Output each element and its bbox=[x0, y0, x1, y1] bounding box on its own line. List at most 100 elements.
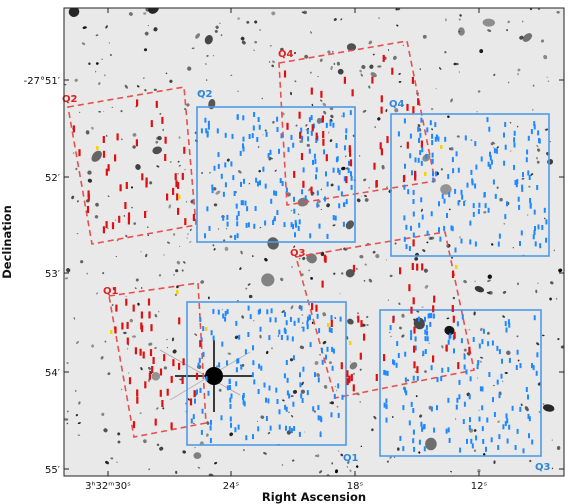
blue-slit bbox=[337, 185, 340, 191]
blue-slit bbox=[426, 127, 429, 133]
sky-source bbox=[473, 449, 477, 452]
blue-slit bbox=[493, 412, 496, 417]
sky-source bbox=[205, 79, 208, 81]
sky-source bbox=[132, 335, 136, 338]
sky-source bbox=[108, 42, 110, 44]
sky-source bbox=[120, 110, 123, 113]
sky-source bbox=[516, 282, 520, 286]
blue-slit bbox=[231, 133, 234, 139]
sky-source bbox=[418, 127, 422, 132]
blue-slit bbox=[239, 150, 242, 156]
sky-source bbox=[366, 315, 369, 319]
sky-source bbox=[535, 289, 538, 294]
sky-source bbox=[95, 202, 99, 207]
blue-slit bbox=[236, 114, 239, 120]
sky-source bbox=[85, 130, 90, 135]
red-slit bbox=[134, 347, 137, 355]
blue-slit bbox=[343, 202, 346, 208]
sky-source bbox=[306, 253, 317, 264]
blue-slit bbox=[503, 132, 505, 138]
sky-source bbox=[358, 155, 361, 157]
sky-source bbox=[261, 273, 275, 287]
blue-slit bbox=[212, 308, 215, 314]
blue-slit bbox=[487, 161, 490, 167]
sky-source bbox=[309, 31, 313, 34]
blue-slit bbox=[251, 133, 254, 139]
blue-slit bbox=[527, 394, 529, 400]
sky-source bbox=[78, 401, 81, 405]
blue-slit bbox=[486, 117, 489, 123]
blue-slit bbox=[478, 202, 481, 208]
x-tick-label: 12ˢ bbox=[471, 481, 488, 492]
blue-slit bbox=[505, 327, 508, 333]
blue-slit bbox=[481, 426, 484, 432]
red-slit bbox=[150, 120, 153, 128]
blue-slit bbox=[410, 335, 413, 341]
blue-slit bbox=[194, 398, 196, 404]
sky-source bbox=[94, 215, 99, 219]
sky-source bbox=[407, 379, 409, 382]
sky-source bbox=[426, 241, 429, 244]
sky-source bbox=[474, 286, 485, 293]
sky-source bbox=[107, 372, 111, 376]
sky-source bbox=[542, 403, 545, 405]
red-slit bbox=[127, 212, 131, 220]
red-slit bbox=[176, 193, 179, 201]
blue-slit bbox=[481, 386, 484, 392]
sky-source bbox=[556, 10, 560, 14]
sky-source bbox=[272, 121, 275, 124]
blue-slit bbox=[412, 199, 415, 204]
sky-source bbox=[301, 11, 305, 14]
sky-source bbox=[477, 468, 481, 473]
red-slit bbox=[126, 337, 129, 345]
sky-source bbox=[341, 115, 343, 117]
blue-slit bbox=[318, 223, 321, 229]
blue-slit bbox=[487, 341, 490, 347]
blue-slit bbox=[233, 191, 236, 196]
label-q3-blue: Q3 bbox=[535, 462, 551, 473]
blue-slit bbox=[538, 138, 541, 144]
y-tick-label: 52′ bbox=[45, 173, 61, 184]
sky-source bbox=[366, 323, 369, 327]
sky-source bbox=[316, 454, 320, 458]
red-slit bbox=[432, 305, 435, 313]
red-slit bbox=[136, 396, 139, 404]
sky-source bbox=[293, 51, 297, 55]
sky-source bbox=[336, 389, 338, 392]
sky-source bbox=[550, 281, 554, 285]
blue-slit bbox=[412, 438, 415, 444]
blue-slit bbox=[403, 236, 406, 242]
blue-slit bbox=[447, 174, 450, 179]
sky-source bbox=[88, 62, 91, 65]
blue-slit bbox=[414, 157, 417, 163]
red-slit bbox=[412, 106, 415, 114]
red-slit bbox=[315, 132, 318, 140]
blue-slit bbox=[302, 326, 305, 332]
sky-source bbox=[536, 342, 540, 346]
blue-slit bbox=[350, 184, 353, 190]
blue-slit bbox=[482, 439, 485, 444]
red-slit bbox=[382, 54, 385, 62]
blue-slit bbox=[430, 211, 433, 217]
red-slit bbox=[352, 384, 355, 392]
blue-slit bbox=[481, 405, 484, 411]
blue-slit bbox=[314, 372, 316, 378]
sky-source bbox=[304, 54, 309, 59]
blue-slit bbox=[285, 360, 288, 365]
blue-slit bbox=[476, 364, 479, 370]
sky-source bbox=[145, 253, 148, 258]
sky-source bbox=[329, 139, 333, 143]
sky-source bbox=[144, 31, 149, 36]
blue-slit bbox=[290, 428, 293, 434]
blue-slit bbox=[222, 313, 225, 319]
sky-source bbox=[551, 467, 554, 470]
sky-source bbox=[361, 64, 366, 70]
blue-slit bbox=[463, 200, 466, 206]
blue-slit bbox=[525, 387, 528, 392]
blue-slit bbox=[288, 426, 291, 432]
sky-source bbox=[176, 260, 181, 265]
sky-source bbox=[371, 428, 374, 432]
blue-slit bbox=[331, 365, 334, 371]
plot-frame bbox=[63, 7, 565, 477]
sky-source bbox=[281, 464, 284, 466]
